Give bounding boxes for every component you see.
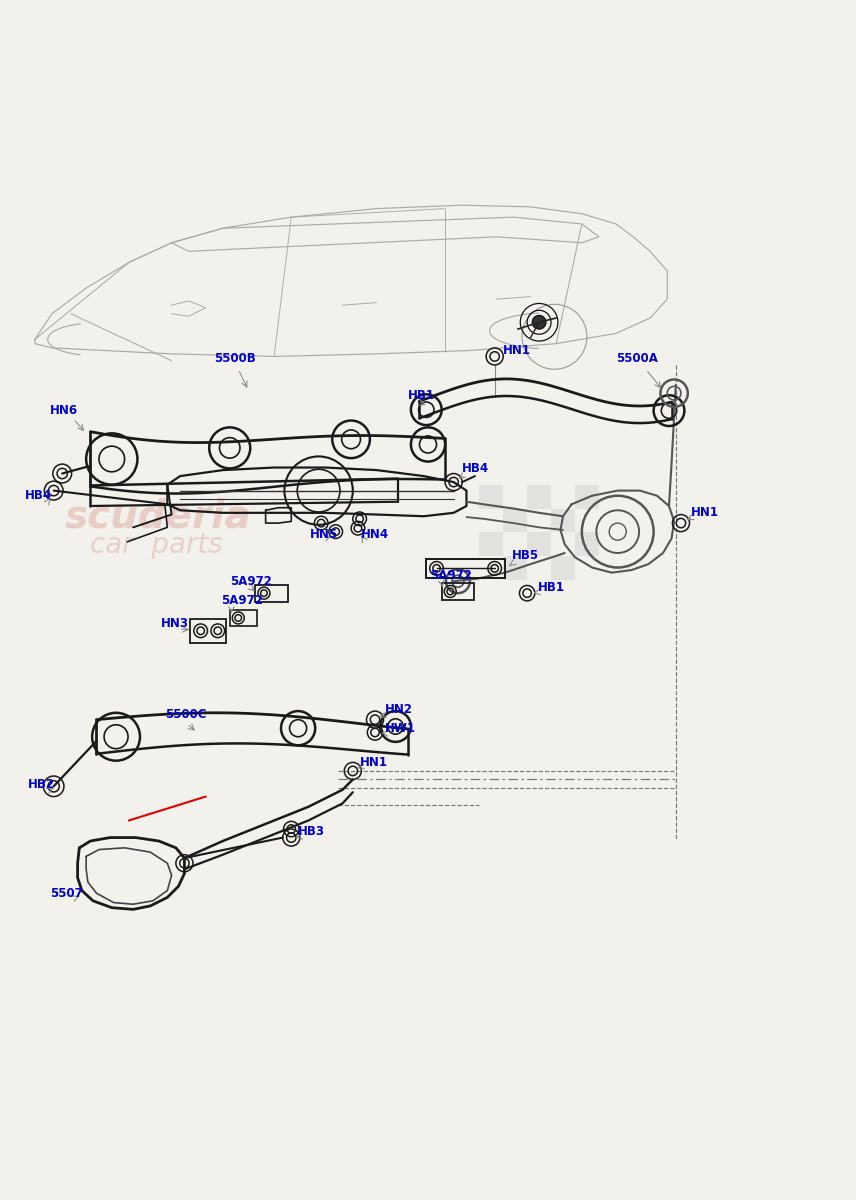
Text: HB4: HB4	[462, 462, 490, 475]
Bar	[527, 533, 551, 557]
Text: HN2: HN2	[385, 703, 413, 716]
Text: car  parts: car parts	[91, 530, 223, 559]
Bar	[527, 485, 551, 509]
Text: HN1: HN1	[503, 344, 532, 356]
Text: 5A972: 5A972	[229, 575, 271, 588]
Text: HN4: HN4	[361, 528, 389, 541]
Text: HB2: HB2	[28, 778, 55, 791]
Text: HW1: HW1	[385, 722, 416, 736]
Text: HB5: HB5	[512, 548, 539, 562]
Text: 5500B: 5500B	[214, 353, 256, 366]
Text: HN1: HN1	[692, 506, 719, 520]
Bar	[442, 583, 474, 600]
Bar	[503, 509, 527, 533]
Text: scuderia: scuderia	[65, 497, 252, 535]
Bar	[575, 485, 599, 509]
Text: 5A972: 5A972	[221, 594, 263, 607]
Text: HB1: HB1	[538, 582, 564, 594]
Text: HN3: HN3	[162, 617, 189, 630]
Bar	[551, 509, 575, 533]
Bar	[503, 557, 527, 581]
Bar	[551, 557, 575, 581]
Bar	[255, 584, 288, 601]
Text: 5507: 5507	[51, 888, 83, 900]
Text: 5500C: 5500C	[164, 708, 206, 721]
Bar	[190, 619, 226, 643]
Text: HN6: HN6	[51, 403, 79, 416]
Text: HB4: HB4	[25, 490, 51, 502]
Bar	[575, 533, 599, 557]
Text: HN5: HN5	[310, 528, 338, 541]
Text: 5A972: 5A972	[430, 570, 472, 582]
Text: HB3: HB3	[298, 826, 325, 838]
Bar	[426, 559, 505, 577]
Bar	[479, 533, 503, 557]
Text: 5500A: 5500A	[616, 353, 658, 366]
Text: HN1: HN1	[360, 756, 388, 769]
Bar	[479, 485, 503, 509]
Text: HB1: HB1	[407, 389, 435, 402]
Bar	[229, 611, 257, 625]
Circle shape	[532, 316, 546, 329]
